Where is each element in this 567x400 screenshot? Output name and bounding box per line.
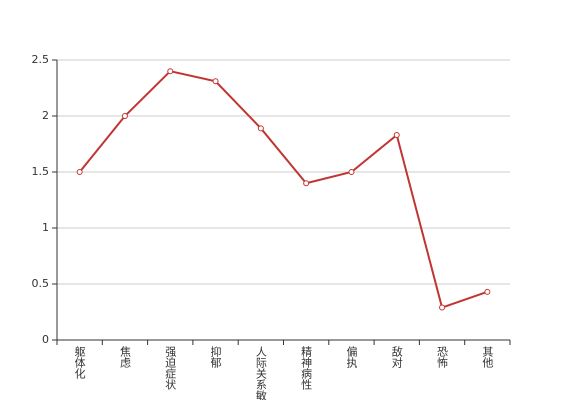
x-tick-label: 偏执: [345, 345, 358, 369]
x-tick-label: 精神病性: [300, 346, 313, 391]
point: [393, 132, 400, 139]
x-tick-label: 敌对: [390, 345, 403, 368]
point: [167, 68, 174, 75]
y-tick-label: 0: [42, 333, 49, 346]
x-tick-label: 强迫症状: [164, 346, 177, 390]
x-tick-label: 焦虑: [118, 346, 131, 368]
point: [121, 113, 128, 119]
y-tick-label: 0.5: [32, 277, 50, 290]
point: [212, 78, 219, 85]
point: [303, 180, 310, 187]
point: [348, 169, 355, 175]
point: [439, 304, 446, 311]
point: [76, 169, 83, 175]
x-tick-label: 躯体化: [73, 346, 86, 380]
x-tick-label: 恐怖: [436, 346, 449, 368]
x-tick-label: 人际关系敏感: [254, 346, 267, 400]
line: [78, 70, 488, 309]
y-tick-label: 2: [42, 109, 49, 122]
y-tick-label: 2.5: [32, 53, 50, 66]
x-tick-label: 其他: [481, 346, 494, 368]
point: [257, 125, 264, 132]
x-tick-label: 抑郁: [209, 345, 222, 368]
y-tick-label: 1: [42, 221, 49, 234]
point: [484, 288, 491, 295]
y-tick-label: 1.5: [32, 165, 50, 178]
